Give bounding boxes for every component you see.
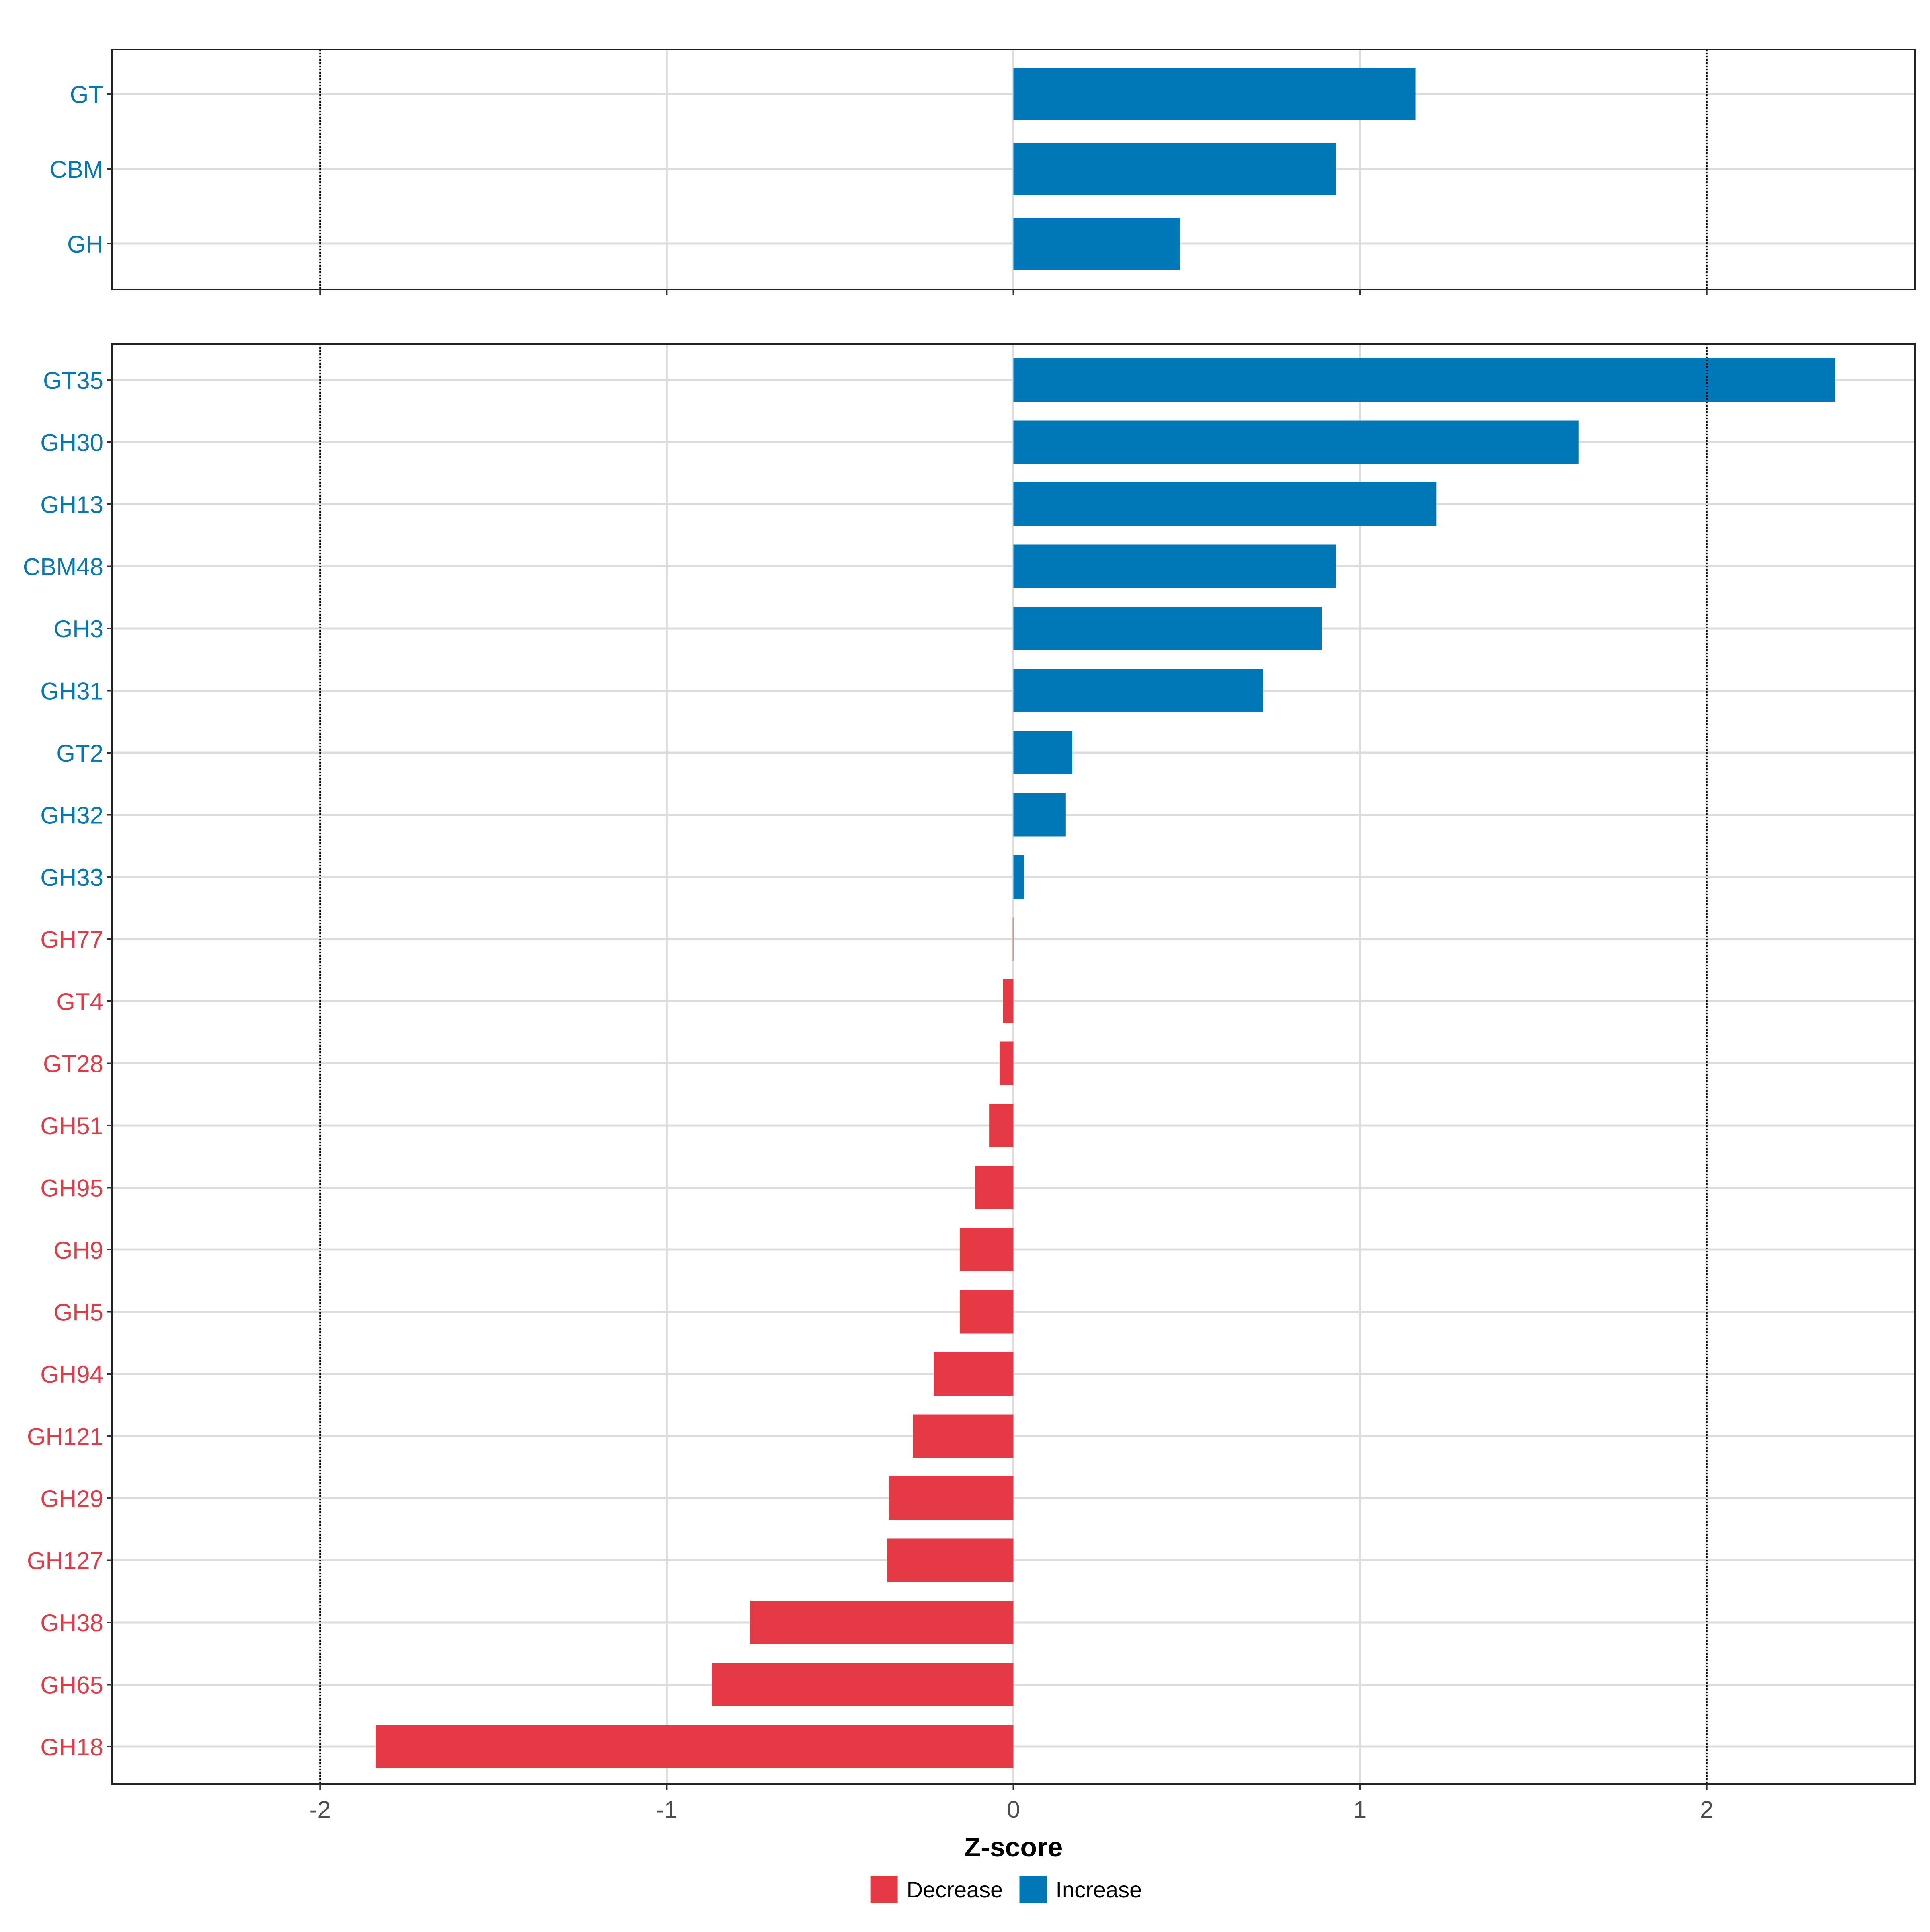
bar-gt2[interactable] xyxy=(1013,731,1073,774)
bar-gt28[interactable] xyxy=(1000,1041,1014,1085)
x-tick-label: 2 xyxy=(1700,1796,1713,1823)
y-tick-label: GH18 xyxy=(40,1734,103,1761)
bar-gh51[interactable] xyxy=(989,1104,1014,1147)
bar-gt[interactable] xyxy=(1013,68,1416,120)
y-tick-label: GT xyxy=(70,81,103,108)
y-tick-label: GH31 xyxy=(40,678,103,705)
legend-label-decrease: Decrease xyxy=(907,1877,1003,1902)
y-tick-label: GH3 xyxy=(54,616,103,643)
y-tick-label: GH32 xyxy=(40,802,103,829)
y-tick-label: GH94 xyxy=(40,1361,103,1388)
y-tick-label: GH5 xyxy=(54,1299,103,1326)
bar-gh65[interactable] xyxy=(712,1663,1014,1706)
bar-gh31[interactable] xyxy=(1013,669,1263,712)
bar-gh94[interactable] xyxy=(934,1352,1014,1396)
bar-gh95[interactable] xyxy=(975,1166,1014,1209)
bar-gh3[interactable] xyxy=(1013,607,1322,650)
bar-gh5[interactable] xyxy=(959,1290,1014,1334)
x-axis-title: Z-score xyxy=(964,1832,1063,1862)
y-tick-label: GT28 xyxy=(43,1051,103,1078)
bar-gh32[interactable] xyxy=(1013,793,1066,837)
bar-gh30[interactable] xyxy=(1013,420,1579,464)
bar-gh9[interactable] xyxy=(959,1228,1014,1271)
y-tick-label: GH95 xyxy=(40,1175,103,1202)
y-tick-label: GH29 xyxy=(40,1485,103,1512)
bar-gh77[interactable] xyxy=(1012,917,1014,961)
y-tick-label: CBM48 xyxy=(23,554,103,581)
y-tick-label: GT4 xyxy=(56,988,103,1015)
bar-gh121[interactable] xyxy=(913,1414,1014,1458)
x-tick-label: -2 xyxy=(310,1796,331,1823)
legend-label-increase: Increase xyxy=(1056,1877,1142,1902)
y-tick-label: GH65 xyxy=(40,1672,103,1699)
bar-gt35[interactable] xyxy=(1013,358,1835,402)
bar-gh38[interactable] xyxy=(750,1601,1014,1644)
bar-gh33[interactable] xyxy=(1013,855,1024,899)
y-tick-label: GT2 xyxy=(56,740,103,767)
bar-gh[interactable] xyxy=(1013,218,1180,270)
y-tick-label: GH9 xyxy=(54,1237,103,1264)
bar-gt4[interactable] xyxy=(1003,979,1014,1023)
x-tick-label: 1 xyxy=(1353,1796,1367,1823)
legend-key-increase xyxy=(1019,1876,1047,1903)
y-tick-label: GH38 xyxy=(40,1610,103,1636)
bar-gh13[interactable] xyxy=(1013,482,1437,526)
bar-cbm[interactable] xyxy=(1013,143,1336,195)
x-tick-label: -1 xyxy=(656,1796,678,1823)
x-tick-label: 0 xyxy=(1007,1796,1020,1823)
y-tick-label: GH13 xyxy=(40,491,103,518)
bar-gh29[interactable] xyxy=(889,1476,1014,1520)
bar-gh127[interactable] xyxy=(887,1538,1014,1582)
y-tick-label: GH33 xyxy=(40,864,103,891)
bar-cbm48[interactable] xyxy=(1013,544,1336,588)
y-tick-label: CBM xyxy=(50,156,103,183)
y-tick-label: GH xyxy=(67,231,103,258)
legend-key-decrease xyxy=(870,1876,898,1903)
y-tick-label: GH77 xyxy=(40,926,103,953)
y-tick-label: GH127 xyxy=(27,1548,103,1575)
y-tick-label: GH51 xyxy=(40,1113,103,1139)
y-tick-label: GH30 xyxy=(40,429,103,456)
y-tick-label: GH121 xyxy=(27,1423,103,1450)
bar-gh18[interactable] xyxy=(376,1725,1014,1768)
y-tick-label: GT35 xyxy=(43,367,103,394)
